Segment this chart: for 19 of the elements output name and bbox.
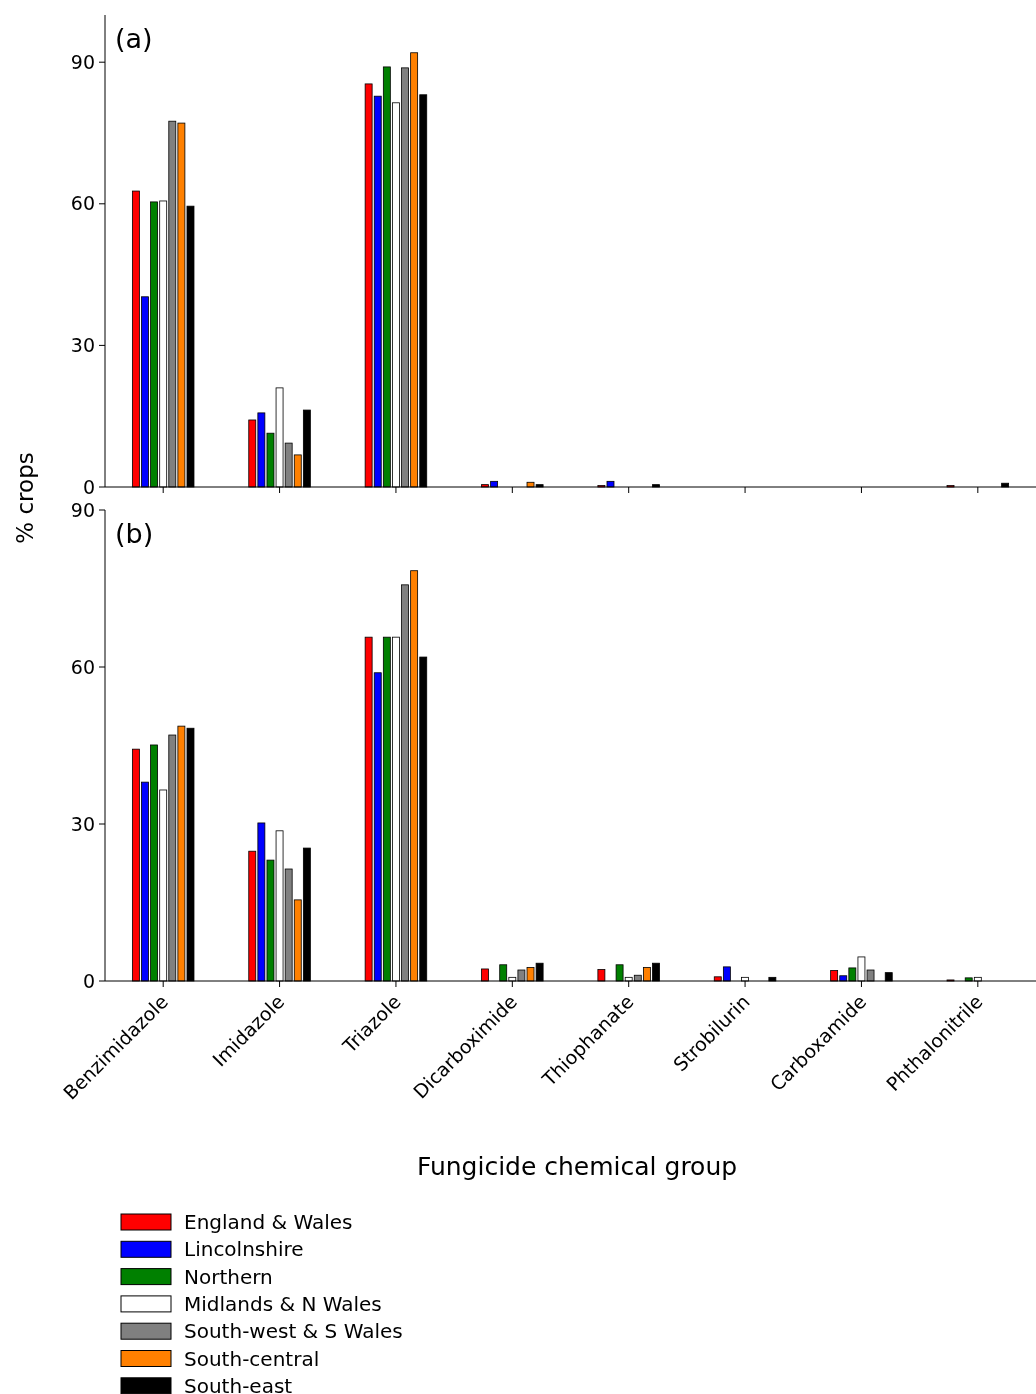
y-tick-label: 0 <box>82 969 95 992</box>
y-tick-label: 60 <box>70 192 95 215</box>
legend-label: Midlands & N Wales <box>184 1291 382 1316</box>
legend-label: South-central <box>184 1346 320 1371</box>
x-axis-title: Fungicide chemical group <box>416 1152 738 1181</box>
y-tick-label: 60 <box>70 655 95 678</box>
y-tick-label: 90 <box>70 50 95 73</box>
legend-label: Lincolnshire <box>184 1237 304 1262</box>
chart-title: (a) <box>115 23 153 54</box>
y-axis-title: % crops <box>12 452 38 544</box>
y-tick-label: 30 <box>70 812 95 835</box>
chart-title: (b) <box>115 518 154 549</box>
y-tick-label: 30 <box>70 334 95 357</box>
legend-label: South-west & S Wales <box>184 1319 403 1344</box>
legend-label: South-east <box>184 1373 293 1394</box>
y-tick-label: 90 <box>70 498 95 521</box>
legend-label: England & Wales <box>184 1210 353 1234</box>
y-tick-label: 0 <box>82 475 95 498</box>
legend-label: Northern <box>184 1264 273 1289</box>
